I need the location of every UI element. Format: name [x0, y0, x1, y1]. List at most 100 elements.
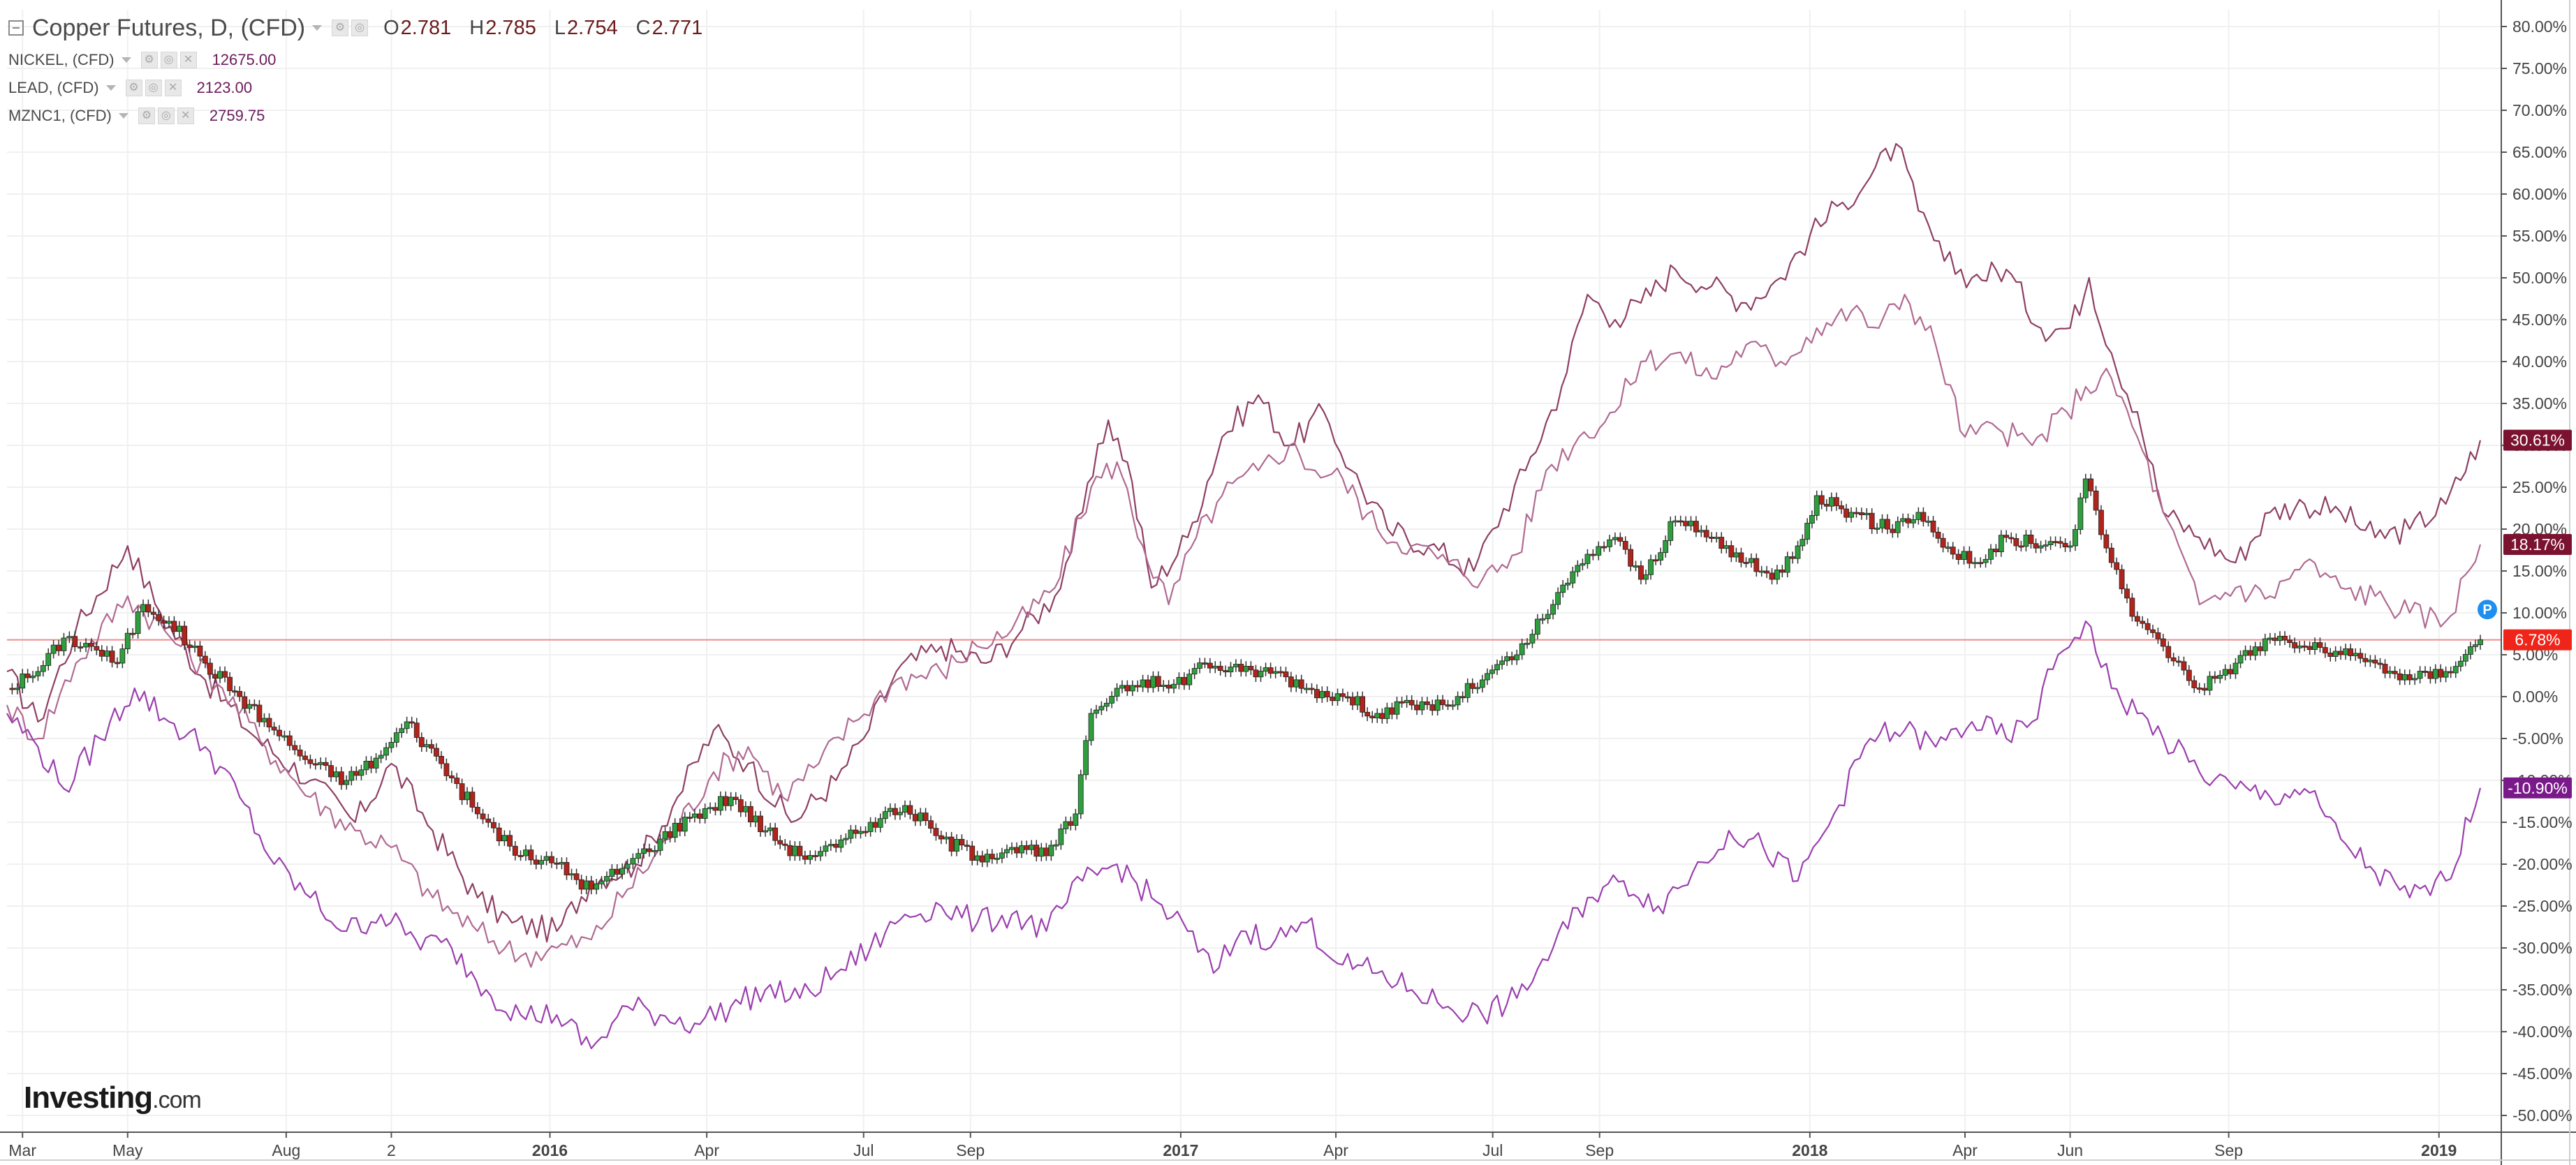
candle-body [1940, 537, 1946, 548]
candle-body [20, 674, 26, 689]
candle-body [485, 818, 492, 823]
candle-body [297, 749, 303, 757]
end-value-badge: 6.78% [2503, 629, 2572, 651]
visibility-icon[interactable]: ◎ [145, 80, 162, 96]
candle-body [2237, 655, 2244, 664]
settings-icon[interactable]: ⚙ [332, 20, 349, 36]
candle-body [448, 776, 455, 778]
candle-body [1714, 537, 1720, 539]
candle-body [1540, 618, 1546, 621]
badge-label: 18.17% [2510, 535, 2565, 554]
candle-body [667, 831, 673, 838]
candle-body [1950, 547, 1956, 555]
candle-body [1384, 707, 1390, 719]
candle-body [538, 860, 545, 865]
visibility-icon[interactable]: ◎ [160, 52, 177, 68]
lead-symbol-label[interactable]: LEAD, (CFD) [8, 79, 99, 96]
candle-body [1683, 521, 1689, 526]
main-symbol-label[interactable]: Copper Futures, D, (CFD) [32, 14, 306, 41]
candle-body [1617, 537, 1624, 542]
candle-body [1843, 508, 1849, 518]
legend-main-row: Copper Futures, D, (CFD) ⚙ ◎ O2.781 H2.7… [8, 10, 715, 46]
candle-body [609, 868, 615, 877]
candle-body [682, 817, 688, 832]
y-tick-label: 35.00% [2512, 394, 2567, 413]
candle-body [56, 644, 61, 651]
candle-body [533, 859, 539, 865]
y-tick-label: 45.00% [2512, 311, 2567, 329]
chevron-down-icon[interactable] [312, 25, 323, 31]
candle-body [1834, 497, 1839, 506]
close-icon[interactable]: ✕ [164, 80, 182, 96]
x-tick-label: Jul [853, 1141, 874, 1159]
visibility-icon[interactable]: ◎ [157, 107, 175, 124]
nickel-symbol-label[interactable]: NICKEL, (CFD) [8, 51, 115, 68]
candle-body [767, 827, 774, 831]
close-icon[interactable]: ✕ [179, 52, 197, 68]
copper-candles[interactable] [9, 473, 2483, 895]
settings-icon[interactable]: ⚙ [138, 107, 155, 124]
candle-body [1155, 676, 1161, 688]
candle-body [1839, 505, 1844, 510]
y-tick-label: 40.00% [2512, 353, 2567, 371]
series-lines[interactable] [6, 142, 2482, 1050]
candle-body [1098, 706, 1105, 711]
candle-body [897, 812, 903, 815]
close-value: 2.771 [652, 16, 703, 39]
candle-body [474, 807, 480, 815]
candle-body [109, 651, 115, 663]
candle-body [802, 855, 808, 860]
candle-body [1212, 665, 1219, 669]
close-icon[interactable]: ✕ [177, 107, 194, 124]
collapse-icon[interactable] [8, 20, 24, 36]
candle-body [501, 835, 508, 842]
candle-body [827, 844, 834, 847]
y-tick-label: 25.00% [2512, 478, 2567, 496]
candle-body [491, 822, 496, 829]
candle-body [2170, 657, 2177, 662]
candle-body [1672, 520, 1679, 523]
candle-body [2119, 569, 2125, 590]
candle-body [1145, 679, 1151, 688]
candle-body [2432, 669, 2438, 679]
y-tick-label: -25.00% [2512, 897, 2573, 915]
chevron-down-icon[interactable] [105, 85, 116, 91]
candle-body [1709, 537, 1715, 539]
settings-icon[interactable]: ⚙ [140, 52, 158, 68]
candle-body [217, 671, 223, 679]
x-tick-label: Apr [1323, 1141, 1348, 1159]
candle-body [1638, 565, 1644, 580]
candle-body [378, 755, 384, 759]
candle-body [418, 737, 425, 748]
end-value-badge: 30.61% [2503, 429, 2572, 451]
y-tick-label: -45.00% [2512, 1064, 2573, 1083]
zinc-symbol-label[interactable]: MZNC1, (CFD) [8, 107, 112, 124]
candle-body [104, 651, 110, 657]
candle-body [1823, 503, 1830, 507]
candle-body [2088, 478, 2094, 491]
candle-body [2427, 671, 2434, 679]
visibility-icon[interactable]: ◎ [351, 20, 369, 36]
chevron-down-icon[interactable] [121, 57, 131, 63]
badge-box [2503, 629, 2572, 651]
candle-body [207, 662, 213, 675]
candle-body [150, 611, 156, 615]
candle-body [1360, 696, 1366, 713]
candle-body [156, 614, 162, 621]
candle-body [2406, 674, 2413, 681]
candle-body [227, 676, 233, 692]
chevron-down-icon[interactable] [118, 113, 128, 119]
candle-body [1978, 562, 1984, 565]
candle-body [1879, 519, 1885, 528]
candle-body [202, 655, 208, 664]
nickel-value: 12675.00 [212, 51, 277, 68]
candle-body [2282, 635, 2288, 641]
candle-body [989, 854, 995, 859]
candle-body [2108, 547, 2114, 563]
candle-body [772, 827, 779, 841]
y-tick-label: 50.00% [2512, 269, 2567, 287]
settings-icon[interactable]: ⚙ [125, 80, 142, 96]
candle-body [256, 704, 263, 722]
y-tick-label: 60.00% [2512, 185, 2567, 203]
